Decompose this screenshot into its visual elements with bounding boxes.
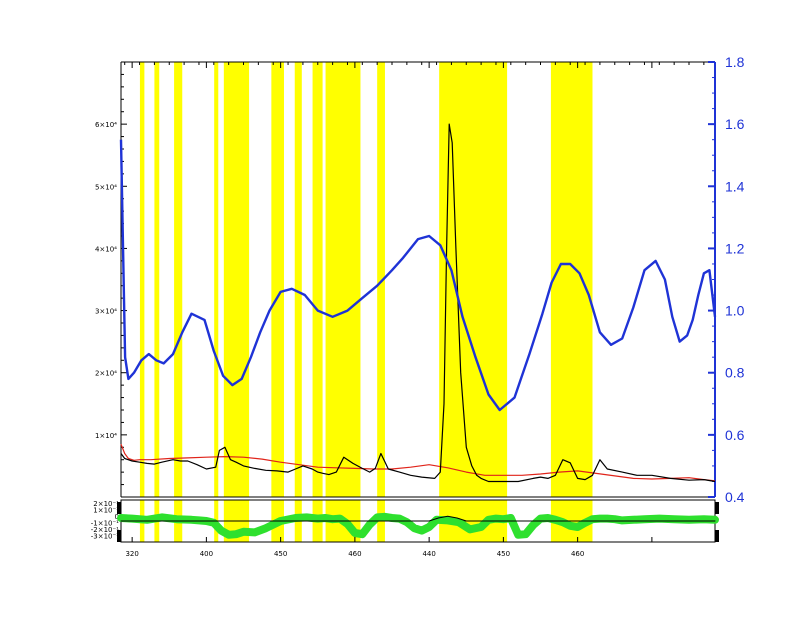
- highlight-band-3: [214, 62, 219, 497]
- residual-tick-label-5: -3×10⁻¹: [91, 533, 119, 541]
- main-series-line-2: [120, 443, 716, 482]
- residual-axis-ticks: 2×10⁻¹1×10⁻¹0-1×10⁻¹-2×10⁻¹-3×10⁻¹: [91, 500, 719, 542]
- residual-left-error-bar-bottom: [117, 530, 121, 542]
- right-tick-label-2: 0.8: [725, 365, 745, 381]
- bottom-axis-ticks: 320 400 450 460 440 450 460: [125, 537, 653, 558]
- left-tick-label-4: 5×10⁴: [95, 183, 117, 191]
- left-tick-label-1: 2×10⁴: [95, 370, 117, 378]
- main-series-line-0: [119, 139, 717, 412]
- highlight-band-7: [312, 62, 323, 497]
- bottom-tick-label-5: 450: [497, 550, 510, 558]
- highlight-bands: [139, 62, 593, 497]
- right-tick-label-1: 0.6: [725, 427, 745, 443]
- residual-series-group: [117, 512, 719, 539]
- left-axis-ticks: 1×10⁴ 2×10⁴ 3×10⁴ 4×10⁴ 5×10⁴ 6×10⁴: [95, 73, 127, 486]
- residual-tick-label-2: 0: [115, 513, 119, 521]
- bottom-tick-label-6: 460: [571, 550, 584, 558]
- bottom-tick-label-4: 440: [422, 550, 435, 558]
- right-tick-label-7: 1.8: [725, 54, 745, 70]
- main-series-line-1: [120, 123, 716, 483]
- residual-tick-label-1: 1×10⁻¹: [93, 507, 119, 515]
- left-tick-label-3: 4×10⁴: [95, 245, 117, 253]
- right-axis-ticks: 0.4 0.6 0.8 1.0 1.2 1.4 1.6 1.8: [708, 54, 745, 505]
- left-tick-label-0: 1×10⁴: [95, 432, 117, 440]
- highlight-band-2: [174, 62, 183, 497]
- bottom-tick-label-3: 460: [348, 550, 361, 558]
- highlight-band-9: [377, 62, 385, 497]
- residual-tick-label-3: -1×10⁻¹: [91, 520, 119, 528]
- main-series-group: [119, 123, 717, 483]
- residual-left-error-bar-top: [117, 502, 121, 514]
- highlight-band-8: [325, 62, 361, 497]
- top-axis-ticks: [124, 62, 705, 68]
- highlight-band-4: [223, 62, 250, 497]
- right-tick-label-3: 1.0: [725, 303, 745, 319]
- right-tick-label-4: 1.2: [725, 240, 745, 256]
- residual-series-line-0: [117, 512, 719, 539]
- residual-tick-label-0: 2×10⁻¹: [93, 500, 119, 508]
- bottom-tick-label-2: 450: [274, 550, 287, 558]
- bottom-tick-label-0: 320: [125, 550, 138, 558]
- residual-right-error-bar-bottom: [715, 530, 719, 542]
- highlight-band-11: [550, 62, 593, 497]
- highlight-band-0: [139, 62, 145, 497]
- left-tick-label-2: 3×10⁴: [95, 308, 117, 316]
- highlight-band-1: [154, 62, 160, 497]
- left-tick-label-5: 6×10⁴: [95, 121, 117, 129]
- residual-series-line-1: [120, 515, 716, 522]
- highlight-band-6: [294, 62, 302, 497]
- right-tick-label-5: 1.4: [725, 178, 745, 194]
- highlight-band-5: [271, 62, 284, 497]
- residual-tick-label-4: -2×10⁻¹: [91, 526, 119, 534]
- right-tick-label-6: 1.6: [725, 116, 745, 132]
- residual-right-error-bar-top: [715, 502, 719, 514]
- right-tick-label-0: 0.4: [725, 489, 745, 505]
- bottom-tick-label-1: 400: [200, 550, 213, 558]
